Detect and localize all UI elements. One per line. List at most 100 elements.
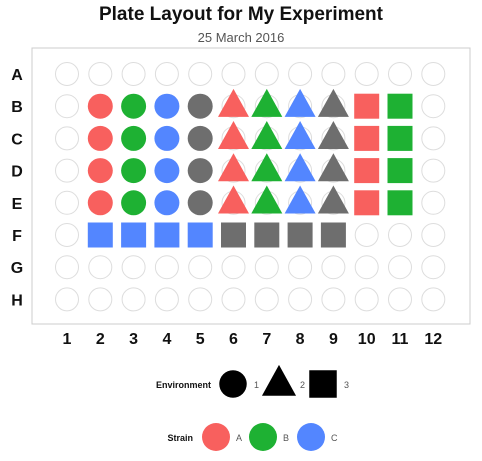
well-c4-circle — [154, 125, 180, 151]
legend-strain-label-c: C — [331, 433, 338, 443]
row-label-b: B — [11, 99, 23, 116]
well-b5-circle — [187, 93, 213, 119]
well-d6-triangle — [218, 153, 249, 182]
empty-well — [288, 62, 313, 86]
empty-well — [421, 223, 446, 247]
well-c2-circle — [87, 125, 113, 151]
empty-well — [288, 255, 313, 280]
empty-well — [121, 287, 146, 312]
well-e5-circle — [187, 190, 213, 216]
empty-well — [88, 62, 113, 86]
empty-well — [354, 62, 379, 86]
well-e7-triangle — [251, 185, 283, 214]
well-d8-triangle — [284, 153, 316, 182]
empty-well — [55, 126, 79, 151]
column-label-4: 4 — [162, 331, 171, 348]
well-c5-circle — [187, 125, 213, 151]
well-f9-square — [320, 222, 346, 248]
well-d2-circle — [87, 158, 113, 184]
well-d5-circle — [187, 158, 213, 184]
row-label-a: A — [11, 67, 23, 84]
empty-well — [388, 255, 412, 280]
empty-well — [188, 62, 213, 86]
well-b6-triangle — [218, 88, 249, 117]
legend-environment-title: Environment — [156, 380, 211, 390]
row-label-c: C — [11, 131, 23, 148]
row-label-h: H — [11, 292, 23, 309]
empty-well — [55, 62, 79, 86]
empty-well — [188, 287, 213, 312]
well-f7-square — [254, 222, 280, 248]
empty-well — [188, 255, 213, 280]
empty-well — [221, 255, 246, 280]
well-c9-triangle — [317, 121, 349, 150]
legend-strain-b-swatch-icon — [249, 423, 277, 451]
empty-well — [421, 190, 446, 215]
chart-title: Plate Layout for My Experiment — [98, 4, 383, 25]
column-label-7: 7 — [262, 331, 271, 348]
well-e6-triangle — [218, 185, 249, 214]
empty-well — [321, 287, 346, 312]
well-d11-square — [387, 158, 413, 184]
well-b4-circle — [154, 93, 180, 119]
plot-panel — [31, 47, 471, 325]
well-d9-triangle — [317, 153, 349, 182]
well-e10-square — [354, 190, 380, 216]
column-label-3: 3 — [129, 331, 138, 348]
well-b7-triangle — [251, 88, 283, 117]
well-e9-triangle — [317, 185, 349, 214]
empty-well — [88, 287, 113, 312]
empty-well — [221, 287, 246, 312]
well-d3-circle — [121, 158, 147, 184]
well-b9-triangle — [317, 88, 349, 117]
legend-environment-circle-icon — [219, 370, 247, 398]
well-e4-circle — [154, 190, 180, 216]
well-e3-circle — [121, 190, 147, 216]
empty-well — [421, 287, 446, 312]
well-d7-triangle — [251, 153, 283, 182]
empty-well — [421, 158, 446, 183]
column-label-10: 10 — [358, 331, 376, 348]
column-label-5: 5 — [196, 331, 205, 348]
empty-well — [221, 62, 246, 86]
well-c3-circle — [121, 125, 147, 151]
column-label-11: 11 — [392, 331, 409, 348]
well-d10-square — [354, 158, 380, 184]
column-label-12: 12 — [424, 331, 442, 348]
legend-strain-title: Strain — [167, 433, 193, 443]
well-e2-circle — [87, 190, 113, 216]
row-label-e: E — [12, 196, 23, 213]
empty-well — [154, 255, 179, 280]
empty-well — [388, 62, 412, 86]
column-label-8: 8 — [296, 331, 305, 348]
empty-well — [55, 158, 79, 183]
well-c7-triangle — [251, 121, 283, 150]
legend-environment-label-2: 2 — [300, 380, 305, 390]
empty-well — [421, 255, 446, 280]
well-c11-square — [387, 125, 413, 151]
legend-environment-triangle-icon — [261, 364, 297, 396]
row-label-f: F — [12, 228, 22, 245]
legend-strain-a-swatch-icon — [202, 423, 230, 451]
empty-well — [421, 126, 446, 151]
empty-well — [254, 62, 279, 86]
column-label-2: 2 — [96, 331, 105, 348]
empty-well — [288, 287, 313, 312]
chart-subtitle: 25 March 2016 — [197, 30, 285, 45]
well-c6-triangle — [218, 121, 249, 150]
empty-well — [421, 94, 446, 119]
empty-well — [55, 223, 79, 247]
well-f6-square — [221, 222, 246, 248]
empty-well — [121, 62, 146, 86]
well-b8-triangle — [284, 88, 316, 117]
well-f5-square — [187, 222, 213, 248]
empty-well — [55, 255, 79, 280]
empty-well — [321, 62, 346, 86]
empty-well — [121, 255, 146, 280]
empty-well — [88, 255, 113, 280]
well-c8-triangle — [284, 121, 316, 150]
empty-well — [154, 62, 179, 86]
legend-strain-label-b: B — [283, 433, 289, 443]
